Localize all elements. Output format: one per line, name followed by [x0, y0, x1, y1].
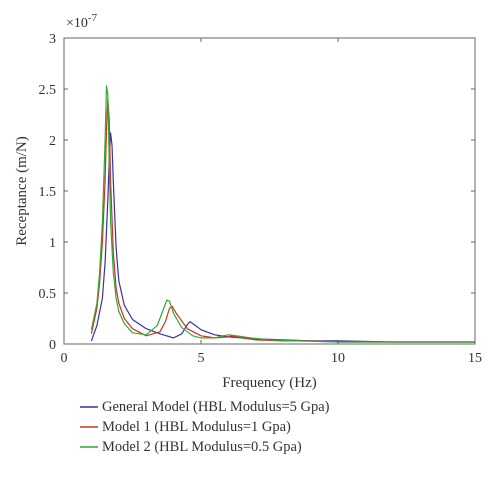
- y-tick-label: 0.5: [39, 287, 57, 302]
- ticks-layer: 0 5 10 15 0 0.5 1 1.5 2 2.5 3: [39, 32, 483, 366]
- plot-frame: [63, 37, 476, 345]
- y-multiplier-exponent: -7: [88, 12, 98, 24]
- legend: General Model (HBL Modulus=5 Gpa) Model 1…: [80, 399, 330, 455]
- legend-label-1: Model 1 (HBL Modulus=1 Gpa): [102, 419, 291, 435]
- series-line-2: [90, 85, 475, 343]
- y-tick-label: 3: [49, 32, 56, 47]
- y-multiplier-label: ×10-7: [66, 12, 98, 31]
- y-tick-label: 0: [49, 338, 56, 353]
- y-tick-label: 1.5: [39, 185, 57, 200]
- y-tick-label: 2: [49, 134, 56, 149]
- x-tick-label: 0: [61, 351, 68, 366]
- legend-label-0: General Model (HBL Modulus=5 Gpa): [102, 399, 330, 415]
- y-tick-label: 2.5: [39, 83, 57, 98]
- x-axis-title: Frequency (Hz): [222, 375, 317, 391]
- x-tick-label: 5: [198, 351, 205, 366]
- legend-label-2: Model 2 (HBL Modulus=0.5 Gpa): [102, 439, 302, 455]
- y-axis-title: Receptance (m/N): [14, 136, 30, 246]
- plot-area: 0 5 10 15 0 0.5 1 1.5 2 2.5 3: [39, 32, 483, 366]
- series-layer: [90, 85, 475, 343]
- x-tick-label: 15: [468, 351, 482, 366]
- y-tick-label: 1: [49, 236, 56, 251]
- x-tick-label: 10: [331, 351, 345, 366]
